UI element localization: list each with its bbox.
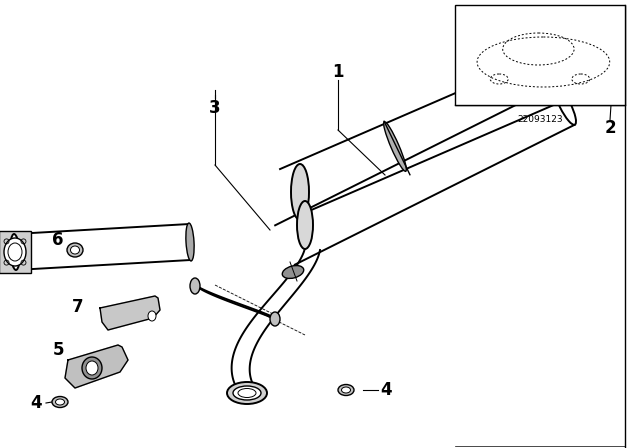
Polygon shape [588, 25, 620, 58]
Ellipse shape [56, 399, 65, 405]
Text: 6: 6 [52, 231, 64, 249]
Ellipse shape [291, 164, 309, 220]
Ellipse shape [82, 357, 102, 379]
Text: 7: 7 [72, 298, 84, 316]
Ellipse shape [227, 382, 267, 404]
Ellipse shape [270, 312, 280, 326]
Ellipse shape [190, 278, 200, 294]
Ellipse shape [338, 384, 354, 396]
Ellipse shape [70, 246, 79, 254]
Ellipse shape [297, 201, 313, 249]
Text: 4: 4 [380, 381, 392, 399]
Ellipse shape [578, 39, 602, 85]
Polygon shape [100, 296, 160, 330]
Ellipse shape [186, 223, 194, 261]
Ellipse shape [52, 396, 68, 408]
Ellipse shape [554, 85, 576, 125]
Text: 4: 4 [30, 394, 42, 412]
Polygon shape [65, 345, 128, 388]
Ellipse shape [148, 311, 156, 321]
Ellipse shape [4, 238, 26, 266]
Ellipse shape [67, 243, 83, 257]
Bar [455, 5, 625, 105]
Ellipse shape [10, 234, 20, 270]
Text: 3: 3 [209, 99, 221, 117]
Ellipse shape [383, 122, 406, 171]
Ellipse shape [282, 266, 304, 279]
Ellipse shape [596, 25, 616, 55]
Text: 1: 1 [332, 63, 344, 81]
Text: 5: 5 [52, 341, 64, 359]
Ellipse shape [86, 361, 98, 375]
Text: 22093123: 22093123 [517, 115, 563, 124]
Text: 2: 2 [604, 119, 616, 137]
Ellipse shape [233, 386, 261, 400]
Ellipse shape [342, 387, 351, 393]
FancyBboxPatch shape [0, 231, 31, 273]
